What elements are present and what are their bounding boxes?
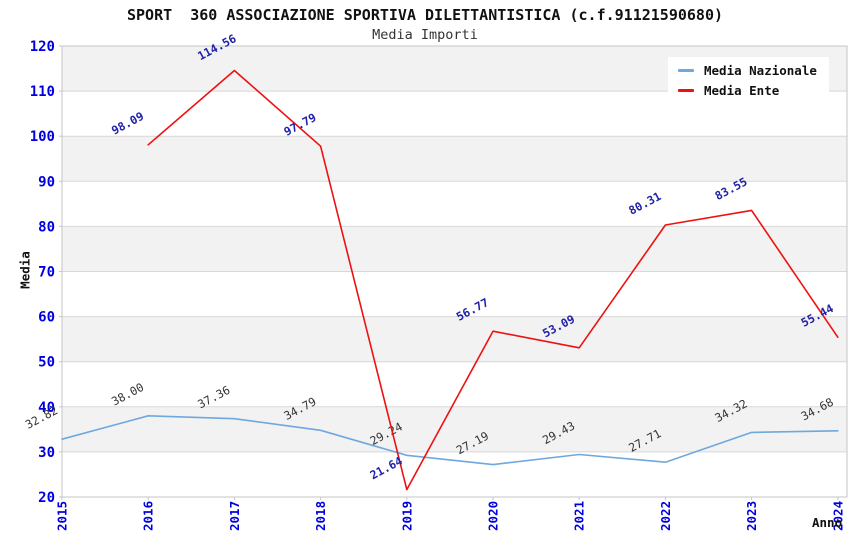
x-tick-label: 2020 xyxy=(486,501,501,531)
legend-label-media-nazionale: Media Nazionale xyxy=(704,63,817,78)
x-tick-label: 2023 xyxy=(744,501,759,531)
y-tick-label: 90 xyxy=(38,174,55,190)
data-label: 80.31 xyxy=(626,189,663,218)
y-tick-label: 120 xyxy=(30,39,55,55)
x-tick-label: 2016 xyxy=(141,501,156,531)
legend-item-media-nazionale: Media Nazionale xyxy=(678,63,817,78)
y-tick-label: 110 xyxy=(30,84,55,100)
plot-band xyxy=(62,136,847,182)
chart-subtitle: Media Importi xyxy=(372,27,478,43)
y-tick-label: 20 xyxy=(38,490,55,506)
data-label: 97.79 xyxy=(281,110,318,139)
x-tick-label: 2022 xyxy=(658,501,673,531)
data-label: 38.00 xyxy=(109,380,146,409)
y-tick-label: 40 xyxy=(38,400,55,416)
y-tick-label: 50 xyxy=(38,355,55,371)
x-tick-label: 2021 xyxy=(572,501,587,531)
x-axis-title: Anno xyxy=(812,515,843,530)
legend-swatch-media-ente-icon xyxy=(678,89,694,92)
legend-label-media-ente: Media Ente xyxy=(704,83,780,98)
data-label: 98.09 xyxy=(109,109,146,138)
series-line-media-nazionale xyxy=(61,414,839,466)
legend: Media Nazionale Media Ente xyxy=(668,57,829,105)
x-tick-label: 2019 xyxy=(399,501,414,531)
series-line-media-ente xyxy=(147,69,839,491)
y-tick-label: 80 xyxy=(38,219,55,235)
y-tick-label: 70 xyxy=(38,265,55,281)
x-tick-label: 2017 xyxy=(227,501,242,531)
legend-swatch-media-nazionale-icon xyxy=(678,69,694,72)
plot-band xyxy=(62,316,847,362)
x-tick-label: 2024 xyxy=(830,501,845,531)
legend-item-media-ente: Media Ente xyxy=(678,83,817,98)
data-label: 21.64 xyxy=(368,454,405,483)
y-tick-label: 60 xyxy=(38,310,55,326)
y-tick-label: 100 xyxy=(30,129,55,145)
x-tick-label: 2018 xyxy=(313,501,328,531)
y-tick-label: 30 xyxy=(38,445,55,461)
chart-title: SPORT 360 ASSOCIAZIONE SPORTIVA DILETTAN… xyxy=(126,6,724,24)
plot-band xyxy=(62,226,847,272)
x-tick-label: 2015 xyxy=(55,501,70,531)
y-axis-title: Media xyxy=(17,251,33,289)
